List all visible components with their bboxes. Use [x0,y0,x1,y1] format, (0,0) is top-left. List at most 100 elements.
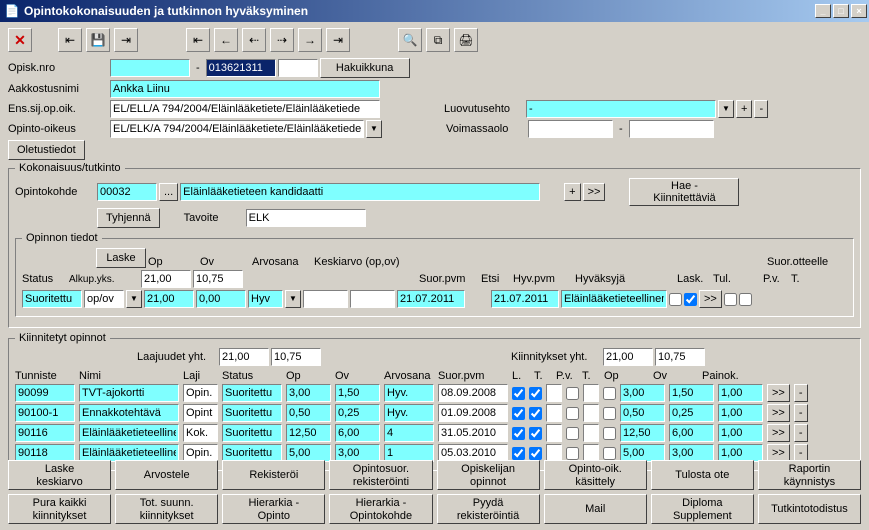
cell-pv[interactable] [566,407,579,420]
cell-status[interactable] [222,384,282,402]
cell-arv[interactable] [384,384,434,402]
cell-op[interactable] [286,384,331,402]
tavoite-input[interactable] [246,209,366,227]
save-icon[interactable]: 💾 [86,28,110,52]
cell-laji[interactable] [183,384,218,402]
opintokohde-name[interactable] [180,183,540,201]
footer-button[interactable]: Opinto-oik. käsittely [544,460,647,490]
cell-tunniste[interactable] [15,384,75,402]
footer-button[interactable]: Tot. suunn. kiinnitykset [115,494,218,524]
footer-button[interactable]: Hierarkia - Opintokohde [329,494,432,524]
cell-laji[interactable] [183,424,218,442]
minimize-button[interactable]: _ [815,4,831,18]
pv-chk[interactable] [724,293,737,306]
kok-plus[interactable]: + [564,183,580,201]
laaj-op[interactable] [219,348,269,366]
cell-status[interactable] [222,404,282,422]
opintokohde-browse[interactable]: ... [159,183,178,201]
cell-pv-in[interactable] [546,384,562,402]
cell-tunniste[interactable] [15,404,75,422]
footer-button[interactable]: Arvostele [115,460,218,490]
cell-status[interactable] [222,424,282,442]
footer-button[interactable]: Hierarkia - Opinto [222,494,325,524]
cell-t2[interactable] [603,427,616,440]
cell-laji[interactable] [183,404,218,422]
cell-t2[interactable] [603,387,616,400]
copy-icon[interactable]: ⧉ [426,28,450,52]
footer-button[interactable]: Pura kaikki kiinnitykset [8,494,111,524]
cell-t2-in[interactable] [583,384,599,402]
opinnon-gg[interactable]: >> [699,290,722,308]
footer-button[interactable]: Diploma Supplement [651,494,754,524]
cell-ov2[interactable] [669,404,714,422]
row-gg[interactable]: >> [767,384,790,402]
ov2[interactable] [196,290,246,308]
tbtn9[interactable]: ⇥ [326,28,350,52]
cell-pk[interactable] [718,404,763,422]
suorpvm-input[interactable] [397,290,465,308]
cell-pv[interactable] [566,447,579,460]
opinto-dd[interactable]: ▼ [366,120,382,138]
ens-input[interactable] [110,100,380,118]
luovutus-plus[interactable]: + [736,100,752,118]
cell-pv[interactable] [566,387,579,400]
cell-pv-in[interactable] [546,424,562,442]
cell-t2[interactable] [603,447,616,460]
cell-pk[interactable] [718,424,763,442]
footer-button[interactable]: Pyydä rekisteröintiä [437,494,540,524]
tyhjenna-button[interactable]: Tyhjennä [97,208,160,228]
laske-button[interactable]: Laske [96,248,146,268]
kok-gg[interactable]: >> [583,183,606,201]
cell-ov2[interactable] [669,424,714,442]
footer-button[interactable]: Tutkintotodistus [758,494,861,524]
cell-arv[interactable] [384,404,434,422]
cell-l[interactable] [512,427,525,440]
cell-op[interactable] [286,404,331,422]
opov-input[interactable] [84,290,124,308]
cancel-icon[interactable]: ✕ [8,28,32,52]
row-gg[interactable]: >> [767,424,790,442]
maximize-button[interactable]: □ [833,4,849,18]
tbtn8[interactable]: → [298,28,322,52]
cell-tunniste[interactable] [15,424,75,442]
cell-op2[interactable] [620,424,665,442]
search-icon[interactable]: 🔍 [398,28,422,52]
footer-button[interactable]: Rekisteröi [222,460,325,490]
laaj-ov[interactable] [271,348,321,366]
cell-t1[interactable] [529,407,542,420]
hyvaksyja-input[interactable] [561,290,667,308]
cell-nimi[interactable] [79,404,179,422]
cell-ov[interactable] [335,384,380,402]
lask-chk[interactable] [669,293,682,306]
hyvpvm-input[interactable] [491,290,559,308]
close-button[interactable]: × [851,4,867,18]
cell-ov2[interactable] [669,384,714,402]
tbtn5[interactable]: ← [214,28,238,52]
cell-t1[interactable] [529,447,542,460]
footer-button[interactable]: Tulosta ote [651,460,754,490]
tbtn1[interactable]: ⇤ [58,28,82,52]
cell-pvm[interactable] [438,384,508,402]
cell-op2[interactable] [620,404,665,422]
hakuikkuna-button[interactable]: Hakuikkuna [320,58,410,78]
opisk-nro-mid[interactable] [206,59,276,77]
cell-t2[interactable] [603,407,616,420]
row-minus[interactable]: - [794,404,808,422]
footer-button[interactable]: Opiskelijan opinnot [437,460,540,490]
cell-t2-in[interactable] [583,404,599,422]
cell-nimi[interactable] [79,424,179,442]
footer-button[interactable]: Laske keskiarvo [8,460,111,490]
opisk-nro-left[interactable] [110,59,190,77]
oletustiedot-button[interactable]: Oletustiedot [8,140,85,160]
cell-l[interactable] [512,387,525,400]
status-input[interactable] [22,290,82,308]
op-top[interactable] [141,270,191,288]
op2[interactable] [144,290,194,308]
footer-button[interactable]: Mail [544,494,647,524]
voimassa-to[interactable] [629,120,714,138]
luovutus-dd[interactable]: ▼ [718,100,734,118]
tbtn6[interactable]: ⇠ [242,28,266,52]
hyv-input[interactable] [248,290,283,308]
hyv-dd[interactable]: ▼ [285,290,301,308]
t-chk[interactable] [739,293,752,306]
